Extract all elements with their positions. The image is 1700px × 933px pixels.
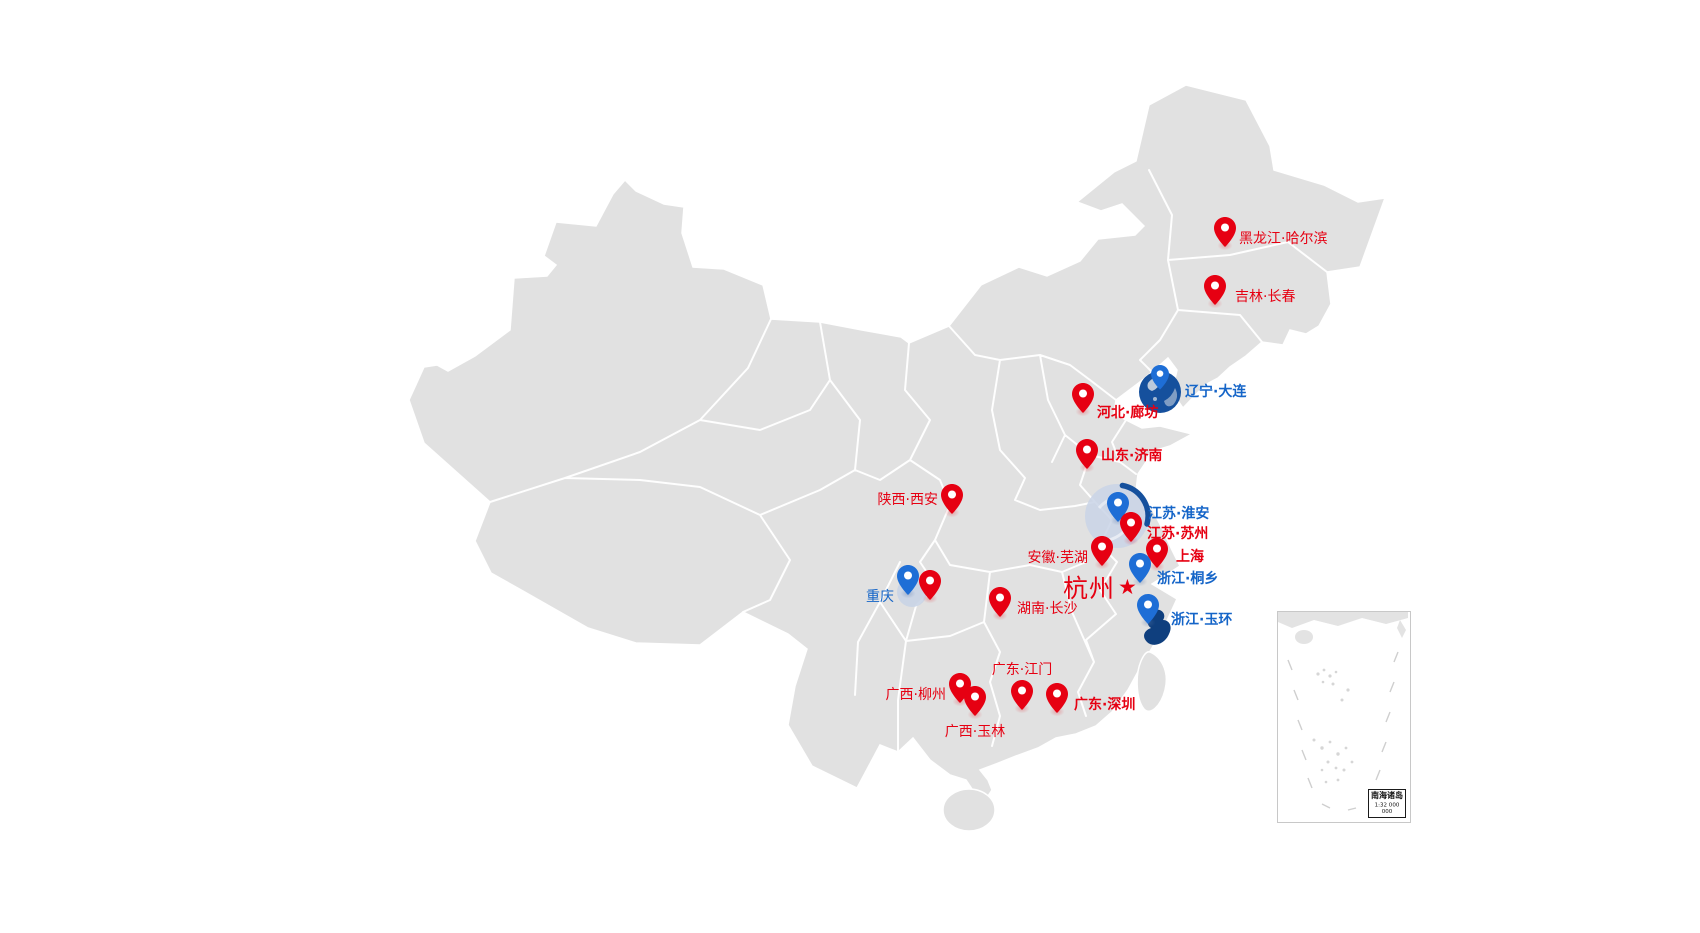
star-icon: ★ (1118, 574, 1137, 599)
marker-label-wuhu: 安徽·芜湖 (1027, 550, 1088, 566)
red-pin-icon (1072, 383, 1094, 413)
marker-label-dalian: 辽宁·大连 (1185, 384, 1247, 400)
marker-label-langfang: 河北·廊坊 (1097, 405, 1159, 421)
marker-label-yulin: 广西·玉林 (944, 724, 1006, 740)
marker-label-yuhuan: 浙江·玉环 (1171, 612, 1233, 628)
blue-pin-icon (1137, 594, 1159, 624)
headquarters-label: 杭州 (1063, 574, 1116, 603)
blue-pin-icon (1129, 553, 1151, 583)
inset-scale: 1:32 000 000 (1374, 801, 1400, 815)
red-pin-icon (941, 484, 963, 514)
dalian-globe-pin-icon (1137, 363, 1183, 419)
headquarters-hangzhou: 杭州 ★ (1063, 569, 1137, 605)
taiwan-island (1136, 651, 1167, 712)
marker-label-shenzhen: 广东·深圳 (1074, 697, 1136, 713)
red-pin-icon (1204, 275, 1226, 305)
inset-title: 南海诸岛 (1371, 791, 1403, 800)
blue-pin-icon (897, 565, 919, 595)
red-pin-icon (1120, 512, 1142, 542)
red-pin-icon (1214, 217, 1236, 247)
province-borders (489, 169, 1328, 753)
marker-label-chongqing: 重庆 (866, 589, 894, 605)
marker-label-harbin: 黑龙江·哈尔滨 (1239, 231, 1328, 247)
blue-pin-icon (1107, 492, 1129, 522)
red-pin-icon (1146, 538, 1168, 568)
red-pin-icon (1046, 683, 1068, 713)
marker-label-changchun: 吉林·长春 (1235, 289, 1296, 305)
red-pin-icon (1011, 680, 1033, 710)
marker-label-changsha: 湖南·长沙 (1017, 601, 1078, 617)
south-china-sea-inset: 南海诸岛 1:32 000 000 (1277, 611, 1411, 823)
marker-label-huaian: 江苏·淮安 (1148, 506, 1210, 522)
south-china-sea-map (1278, 612, 1408, 811)
marker-label-jinan: 山东·济南 (1101, 448, 1163, 464)
red-pin-icon (919, 570, 941, 600)
red-pin-icon (1076, 439, 1098, 469)
marker-label-suzhou: 江苏·苏州 (1147, 526, 1209, 542)
marker-label-tongxiang: 浙江·桐乡 (1157, 571, 1219, 587)
marker-label-xian: 陕西·西安 (877, 492, 938, 508)
marker-label-liuzhou: 广西·柳州 (885, 687, 946, 703)
hainan-island (942, 788, 996, 832)
marker-label-jiangmen: 广东·江门 (991, 662, 1053, 678)
marker-label-shanghai: 上海 (1176, 549, 1204, 565)
red-pin-icon (1091, 536, 1113, 566)
red-pin-icon (989, 587, 1011, 617)
inset-label-box: 南海诸岛 1:32 000 000 (1368, 789, 1406, 818)
red-pin-icon (964, 686, 986, 716)
